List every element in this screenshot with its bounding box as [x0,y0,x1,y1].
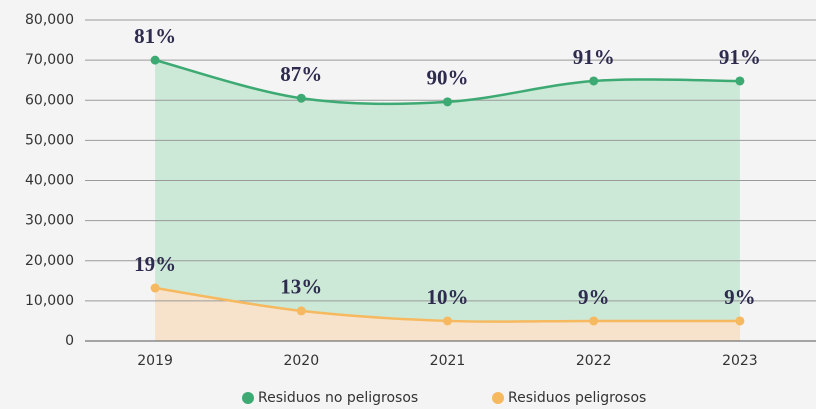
percent-label: 91% [719,45,761,69]
x-tick-label: 2020 [283,353,319,369]
x-tick-label: 2021 [430,353,466,369]
percent-label: 90% [427,66,469,90]
percent-label: 87% [280,62,322,86]
point [735,76,745,86]
areas [155,60,740,341]
legend-label: Residuos no peligrosos [258,390,418,406]
x-tick-label: 2019 [137,353,173,369]
y-tick-label: 60,000 [25,92,74,108]
x-tick-label: 2022 [576,353,612,369]
percent-label: 81% [134,24,176,48]
y-tick-label: 80,000 [25,12,74,28]
y-tick-label: 50,000 [25,132,74,148]
percent-label: 19% [134,252,176,276]
legend-label: Residuos peligrosos [508,390,646,406]
point [589,76,599,86]
point [150,283,160,293]
area [155,60,740,341]
point [443,316,452,326]
y-tick-label: 0 [65,333,74,349]
area [155,288,740,341]
percent-label: 9% [578,285,610,309]
y-tick-label: 40,000 [25,173,74,189]
percent-label: 10% [427,285,469,309]
y-tick-label: 20,000 [25,253,74,269]
point [443,97,452,107]
x-tick-label: 2023 [722,353,758,369]
point [589,316,599,326]
point [150,55,160,65]
y-tick-label: 10,000 [25,293,74,309]
point [735,316,745,326]
legend-swatch [492,392,504,404]
percent-label: 91% [573,45,615,69]
percent-label: 13% [280,275,322,299]
legend-swatch [242,392,254,404]
y-tick-label: 30,000 [25,213,74,229]
point [296,306,306,316]
y-tick-label: 70,000 [25,52,74,68]
point [296,93,306,103]
percent-label: 9% [724,285,756,309]
